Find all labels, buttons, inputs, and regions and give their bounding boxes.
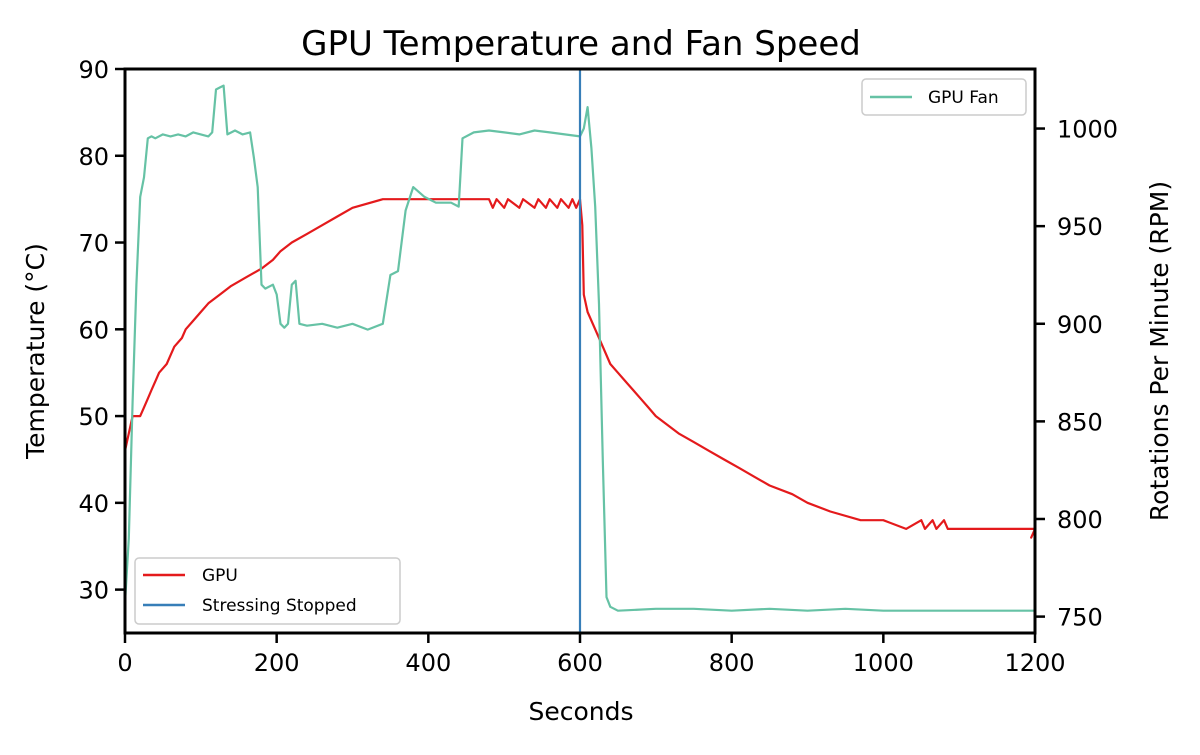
y-left-tick-label: 70	[78, 230, 109, 258]
x-tick-label: 600	[557, 649, 603, 677]
x-tick-label: 400	[405, 649, 451, 677]
y-left-tick-label: 50	[78, 403, 109, 431]
y-left-tick-label: 80	[78, 143, 109, 171]
y-right-tick-label: 1000	[1057, 116, 1118, 144]
y-right-tick-label: 750	[1057, 604, 1103, 632]
series-line-gpu-fan	[123, 84, 1035, 612]
legend-label: GPU Fan	[928, 88, 999, 108]
y-left-tick-label: 60	[78, 316, 109, 344]
x-tick-label: 0	[117, 649, 132, 677]
y-right-tick-label: 800	[1057, 506, 1103, 534]
y-axis-label-right: Rotations Per Minute (RPM)	[1145, 181, 1174, 521]
x-axis-label: Seconds	[528, 697, 633, 726]
legend-label: Stressing Stopped	[202, 596, 357, 616]
plot-area	[123, 69, 1037, 633]
y-left-tick-label: 40	[78, 490, 109, 518]
y-left-tick-label: 90	[78, 56, 109, 84]
chart-title: GPU Temperature and Fan Speed	[301, 24, 861, 64]
y-right-tick-label: 950	[1057, 213, 1103, 241]
x-tick-label: 200	[254, 649, 300, 677]
legend-upper-right: GPU Fan	[861, 78, 1027, 116]
legend-label: GPU	[202, 566, 238, 586]
axes: 0 200 400 600 800 1000 1200 30 40 50 60 70 80 90 750 80…	[78, 56, 1118, 677]
x-tick-label: 1200	[1004, 649, 1065, 677]
y-right-tick-label: 850	[1057, 408, 1103, 436]
legend-box	[861, 78, 1027, 116]
legend-lower-left: GPU Stressing Stopped	[134, 557, 401, 625]
y-right-tick-label: 900	[1057, 311, 1103, 339]
legend-box	[134, 557, 401, 625]
x-tick-label: 1000	[853, 649, 914, 677]
series-line-gpu	[123, 198, 1037, 539]
y-left-tick-label: 30	[78, 577, 109, 605]
x-tick-label: 800	[709, 649, 755, 677]
y-axis-label-left: Temperature (°C)	[21, 243, 50, 460]
